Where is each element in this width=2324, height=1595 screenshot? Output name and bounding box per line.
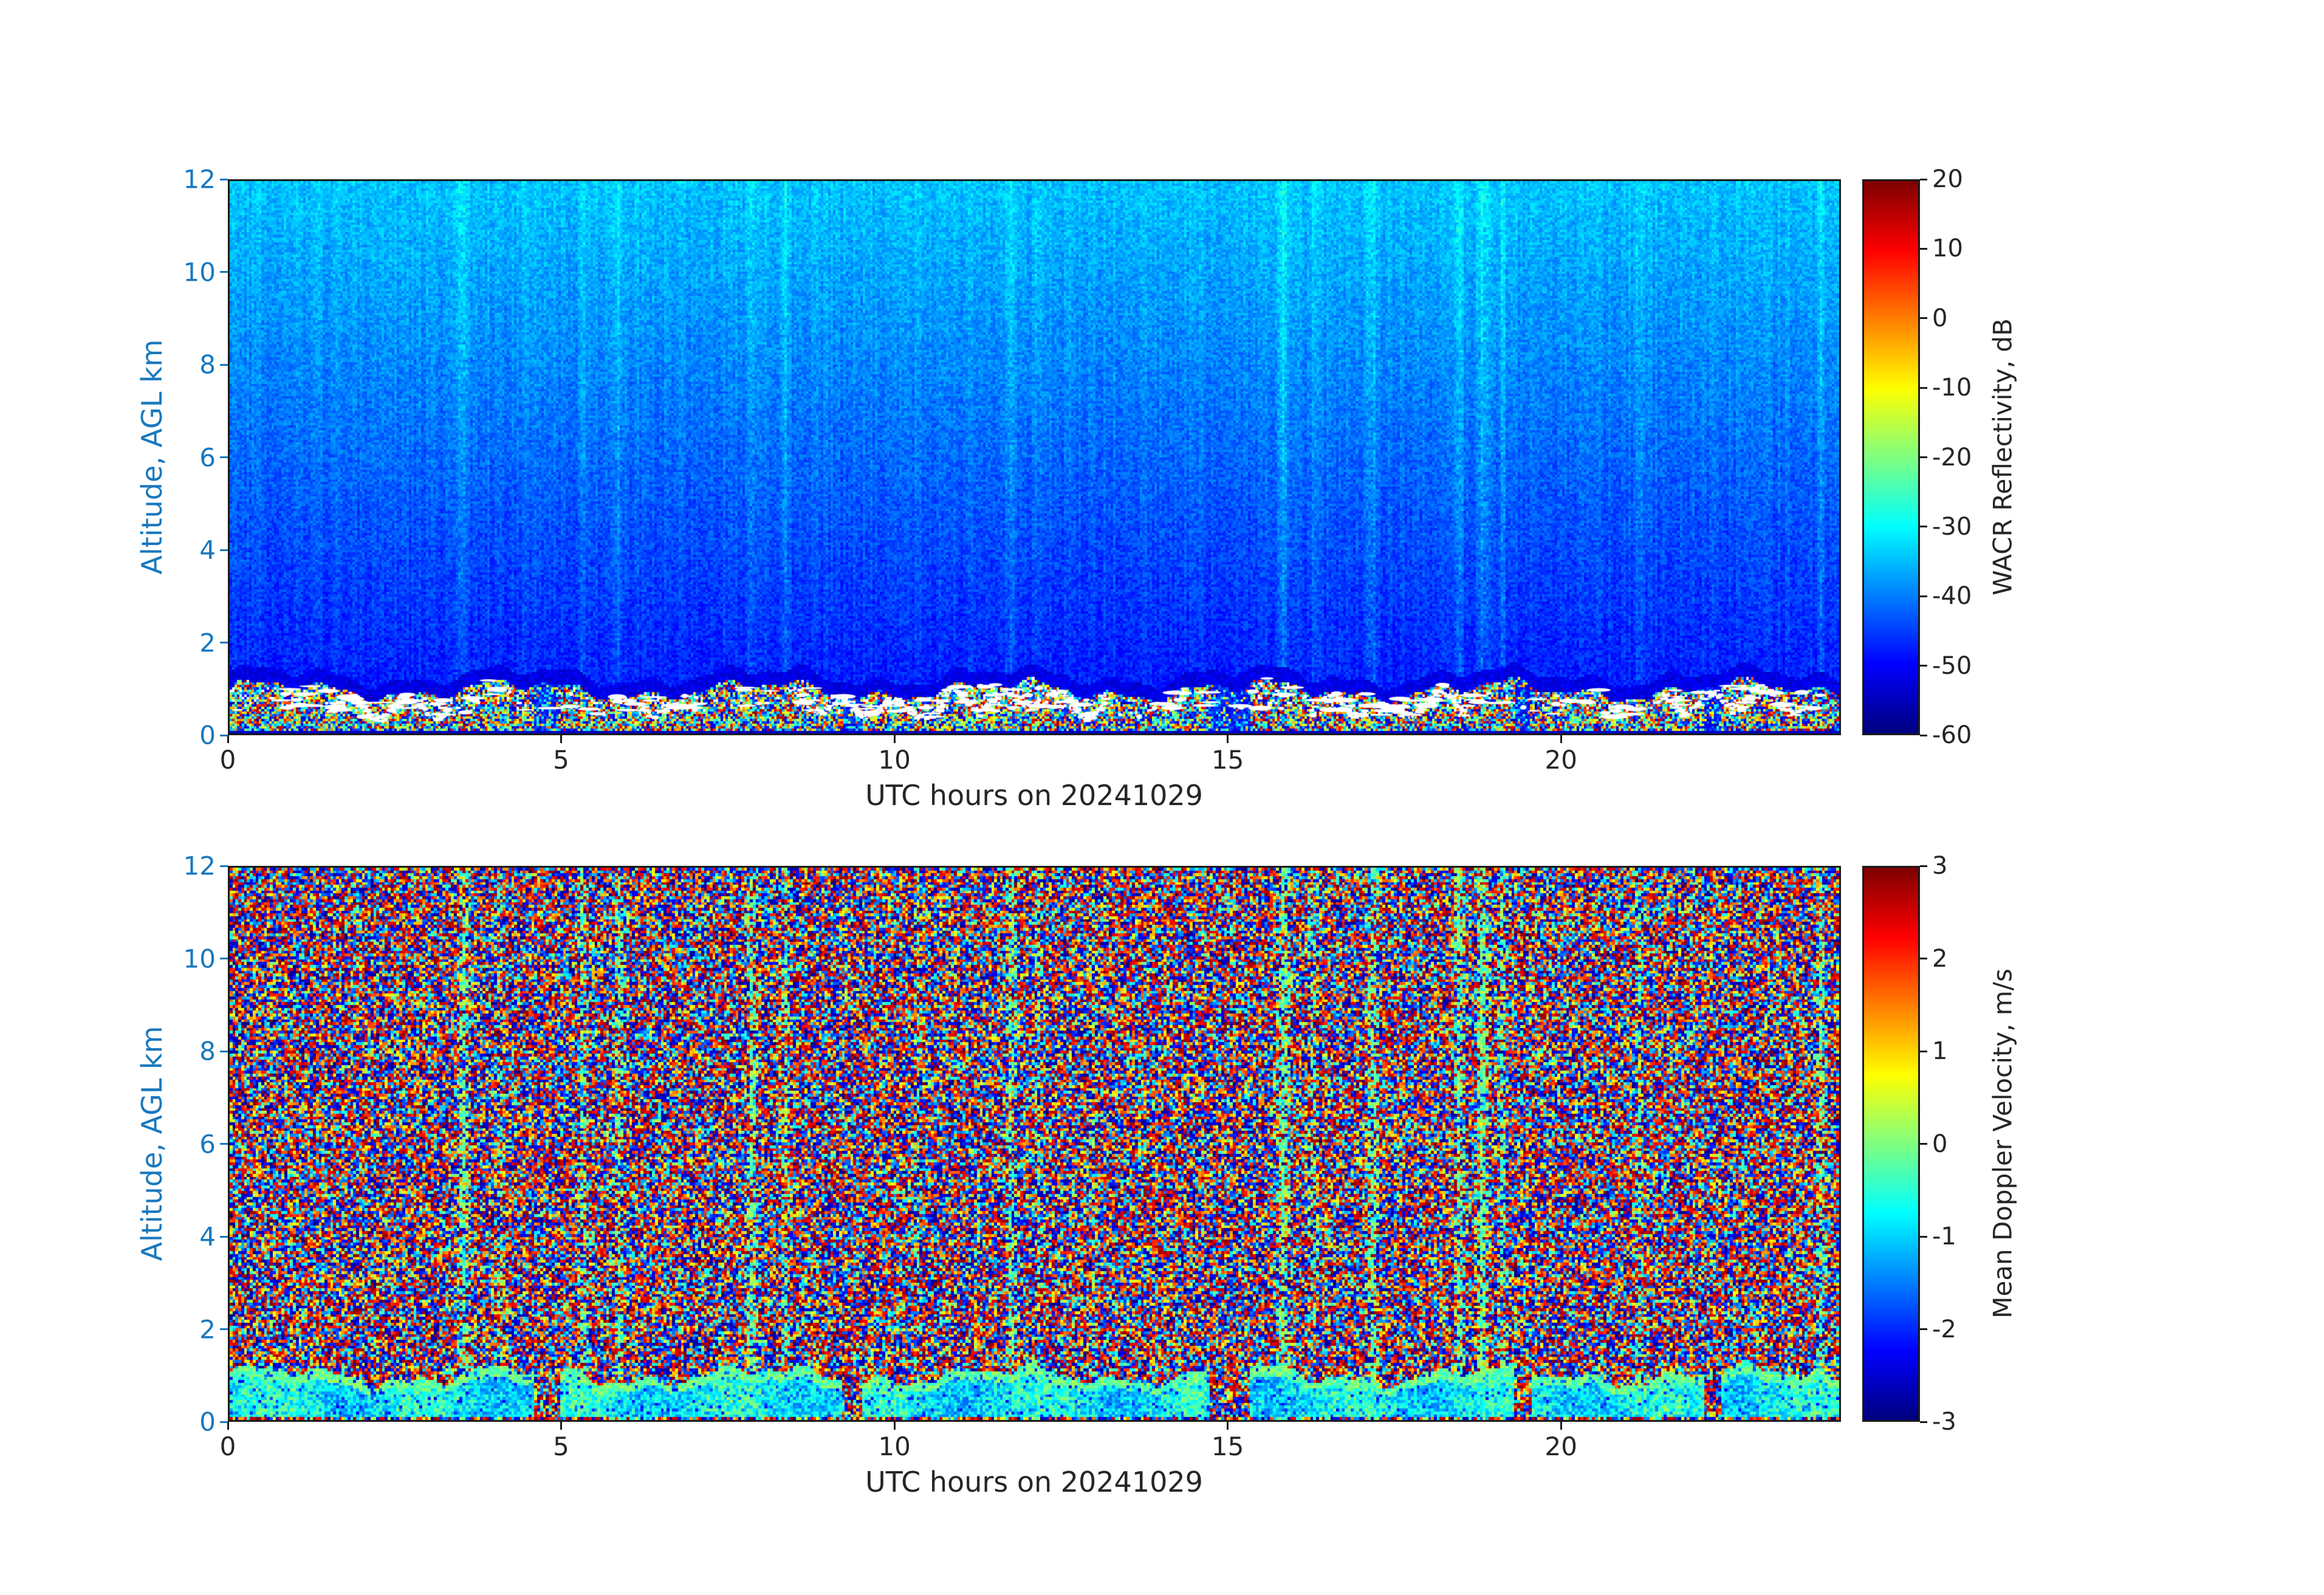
x-tick-label: 0 xyxy=(219,745,236,775)
velocity-heatmap-plot xyxy=(228,866,1841,1422)
colorbar-tick xyxy=(1920,1328,1927,1330)
colorbar-tick xyxy=(1920,958,1927,959)
colorbar-tick-label: -50 xyxy=(1932,651,1972,680)
x-tick xyxy=(1227,1422,1229,1430)
x-tick-label: 20 xyxy=(1544,745,1577,775)
y-tick-label: 12 xyxy=(183,851,216,881)
x-tick xyxy=(560,1422,563,1430)
x-tick-label: 15 xyxy=(1211,745,1244,775)
y-tick xyxy=(220,1235,228,1238)
y-tick xyxy=(220,549,228,551)
x-tick xyxy=(893,735,896,743)
y-tick-label: 4 xyxy=(199,535,216,565)
x-tick-label: 0 xyxy=(219,1432,236,1461)
y-tick xyxy=(220,271,228,273)
x-tick xyxy=(1227,735,1229,743)
y-tick-label: 2 xyxy=(199,1314,216,1344)
reflectivity-colorbar xyxy=(1862,179,1920,735)
y-tick xyxy=(220,734,228,736)
y-tick-label: 0 xyxy=(199,720,216,750)
y-tick-label: 8 xyxy=(199,1036,216,1066)
x-tick-label: 10 xyxy=(878,1432,911,1461)
colorbar-tick-label: 1 xyxy=(1932,1037,1948,1065)
colorbar-tick-label: 10 xyxy=(1932,235,1963,263)
colorbar-tick-label: 20 xyxy=(1932,165,1963,193)
colorbar-tick xyxy=(1920,178,1927,180)
y-tick-label: 6 xyxy=(199,442,216,472)
x-tick xyxy=(227,735,229,743)
y-axis-label-reflectivity: Altitude, AGL km xyxy=(135,339,168,575)
colorbar-tick xyxy=(1920,1143,1927,1145)
x-axis-label-bottom: UTC hours on 20241029 xyxy=(865,1466,1203,1498)
colorbar-tick-label: -3 xyxy=(1932,1408,1956,1436)
y-tick xyxy=(220,1421,228,1423)
y-tick xyxy=(220,363,228,366)
y-tick-label: 10 xyxy=(183,257,216,287)
colorbar-tick xyxy=(1920,526,1927,528)
y-tick xyxy=(220,865,228,867)
x-tick-label: 20 xyxy=(1544,1432,1577,1461)
x-tick xyxy=(560,735,563,743)
x-tick-label: 15 xyxy=(1211,1432,1244,1461)
velocity-colorbar xyxy=(1862,866,1920,1422)
colorbar-tick xyxy=(1920,456,1927,458)
reflectivity-colorbar-label: WACR Reflectivity, dB xyxy=(1987,318,2018,595)
colorbar-tick-label: -1 xyxy=(1932,1223,1956,1250)
velocity-heatmap-canvas xyxy=(230,868,1839,1420)
y-tick-label: 8 xyxy=(199,349,216,380)
y-tick xyxy=(220,1050,228,1052)
colorbar-tick-label: -40 xyxy=(1932,582,1972,611)
y-tick xyxy=(220,642,228,643)
colorbar-tick-label: 2 xyxy=(1932,944,1948,973)
x-tick xyxy=(893,1422,896,1430)
y-tick-label: 0 xyxy=(199,1407,216,1437)
colorbar-tick xyxy=(1920,1235,1927,1238)
velocity-colorbar-gradient xyxy=(1864,868,1918,1420)
colorbar-tick-label: -10 xyxy=(1932,374,1972,402)
colorbar-tick xyxy=(1920,865,1927,867)
colorbar-tick xyxy=(1920,595,1927,597)
y-tick-label: 6 xyxy=(199,1129,216,1159)
velocity-colorbar-label: Mean Doppler Velocity, m/s xyxy=(1987,969,2018,1319)
x-tick-label: 5 xyxy=(553,745,569,775)
y-tick xyxy=(220,456,228,458)
y-tick-label: 12 xyxy=(183,164,216,194)
colorbar-tick-label: 0 xyxy=(1932,304,1948,332)
colorbar-tick xyxy=(1920,1421,1927,1423)
y-tick xyxy=(220,1328,228,1330)
colorbar-tick-label: 3 xyxy=(1932,852,1948,880)
y-tick xyxy=(220,958,228,959)
y-tick xyxy=(220,178,228,180)
colorbar-tick xyxy=(1920,247,1927,250)
colorbar-tick xyxy=(1920,734,1927,736)
y-tick-label: 4 xyxy=(199,1221,216,1252)
x-tick-label: 5 xyxy=(553,1432,569,1461)
reflectivity-heatmap-canvas xyxy=(230,181,1839,733)
x-tick xyxy=(227,1422,229,1430)
colorbar-tick-label: -2 xyxy=(1932,1315,1956,1343)
colorbar-tick xyxy=(1920,665,1927,667)
colorbar-tick xyxy=(1920,386,1927,389)
x-axis-label-top: UTC hours on 20241029 xyxy=(865,779,1203,812)
x-tick xyxy=(1560,735,1562,743)
x-tick-label: 10 xyxy=(878,745,911,775)
colorbar-tick-label: 0 xyxy=(1932,1130,1948,1158)
reflectivity-heatmap-plot xyxy=(228,179,1841,735)
y-tick-label: 2 xyxy=(199,628,216,657)
y-tick xyxy=(220,1143,228,1145)
colorbar-tick-label: -20 xyxy=(1932,443,1972,472)
colorbar-tick xyxy=(1920,317,1927,320)
colorbar-tick-label: -60 xyxy=(1932,721,1972,749)
colorbar-tick xyxy=(1920,1050,1927,1052)
y-tick-label: 10 xyxy=(183,944,216,973)
x-tick xyxy=(1560,1422,1562,1430)
reflectivity-colorbar-gradient xyxy=(1864,181,1918,733)
y-axis-label-velocity: Altitude, AGL km xyxy=(135,1026,168,1261)
colorbar-tick-label: -30 xyxy=(1932,512,1972,541)
